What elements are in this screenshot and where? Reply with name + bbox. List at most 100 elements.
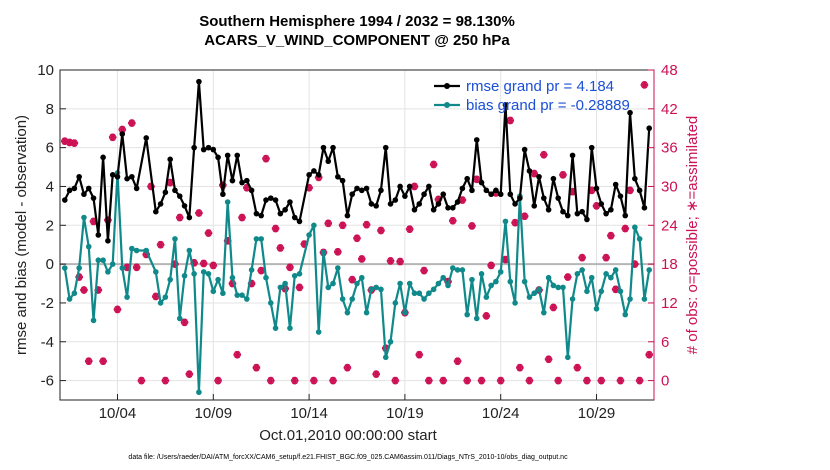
x-tick-label: 10/19 xyxy=(386,405,424,422)
rmse-point xyxy=(143,135,150,141)
bias-point xyxy=(157,300,164,306)
bias-point xyxy=(311,222,317,229)
rmse-point xyxy=(440,191,447,198)
rmse-point xyxy=(220,191,226,198)
rmse-point xyxy=(263,197,269,203)
obs-assimilated-marker xyxy=(137,376,146,385)
obs-assimilated-marker xyxy=(175,213,184,222)
rmse-point xyxy=(205,144,212,151)
rmse-point xyxy=(627,109,633,116)
rmse-point xyxy=(488,191,494,198)
obs-assimilated-marker xyxy=(257,266,265,275)
obs-assimilated-marker xyxy=(252,363,261,372)
bias-point xyxy=(459,267,466,273)
x-tick-label: 10/14 xyxy=(290,405,328,422)
bias-point xyxy=(464,311,470,318)
bias-point xyxy=(253,236,260,242)
bias-point xyxy=(344,309,351,316)
obs-assimilated-marker xyxy=(113,305,122,314)
y-right-tick-label: 12 xyxy=(661,295,678,312)
obs-assimilated-marker xyxy=(449,216,457,225)
obs-assimilated-marker xyxy=(597,376,606,385)
rmse-point xyxy=(61,197,68,203)
bias-point xyxy=(220,290,226,297)
obs-assimilated-marker xyxy=(530,169,539,178)
legend-rmse-marker xyxy=(444,83,450,89)
obs-assimilated-marker xyxy=(214,376,222,385)
bias-point xyxy=(287,325,293,331)
obs-assimilated-marker xyxy=(132,263,141,272)
bias-point xyxy=(502,218,509,225)
bias-point xyxy=(339,296,346,302)
rmse-point xyxy=(114,173,121,180)
bias-point xyxy=(354,280,360,287)
rmse-point xyxy=(172,187,178,194)
x-tick-label: 10/04 xyxy=(99,405,137,422)
bias-point xyxy=(76,265,82,271)
rmse-point xyxy=(358,187,365,194)
bias-point xyxy=(450,265,456,271)
obs-assimilated-marker xyxy=(472,175,481,184)
obs-assimilated-marker xyxy=(415,350,424,359)
rmse-point xyxy=(421,191,427,198)
bias-point xyxy=(186,247,193,254)
bias-point xyxy=(191,271,197,277)
obs-assimilated-marker xyxy=(238,213,246,222)
bias-point xyxy=(579,267,585,273)
obs-assimilated-marker xyxy=(324,219,333,228)
rmse-point xyxy=(445,205,451,211)
obs-assimilated-marker xyxy=(372,370,380,378)
y-tick-label: 2 xyxy=(46,217,54,234)
obs-assimilated-marker xyxy=(520,212,529,221)
bias-point xyxy=(612,267,619,273)
bias-point xyxy=(430,286,437,293)
bias-point xyxy=(196,389,202,396)
obs-assimilated-marker xyxy=(286,263,294,272)
rmse-point xyxy=(512,201,518,207)
bias-point xyxy=(210,288,217,295)
obs-assimilated-marker xyxy=(525,376,534,385)
rmse-point xyxy=(133,185,140,192)
obs-assimilated-marker xyxy=(233,350,242,359)
bias-point xyxy=(593,305,600,312)
bias-point xyxy=(267,300,274,306)
y-tick-label: -4 xyxy=(41,334,54,351)
y-right-axis-label: # of obs: o=possible; ∗=assimilated xyxy=(684,116,701,355)
bias-point xyxy=(541,309,547,316)
rmse-point xyxy=(502,102,509,108)
bias-point xyxy=(172,236,178,242)
rmse-point xyxy=(162,189,169,196)
rmse-point xyxy=(478,179,485,186)
bias-point xyxy=(550,282,557,289)
rmse-point xyxy=(105,238,111,244)
bias-point xyxy=(239,292,245,298)
bias-point xyxy=(124,294,130,300)
rmse-point xyxy=(555,195,561,201)
obs-assimilated-marker xyxy=(463,376,471,385)
rmse-point xyxy=(454,199,461,205)
bias-point xyxy=(445,282,451,289)
bias-point xyxy=(258,236,264,242)
rmse-point xyxy=(167,156,173,163)
obs-assimilated-marker xyxy=(487,261,495,270)
rmse-point xyxy=(253,210,260,217)
y-tick-label: 6 xyxy=(46,140,54,157)
bias-point xyxy=(560,284,566,291)
bias-point xyxy=(66,296,73,302)
bias-point xyxy=(507,278,514,285)
bias-point xyxy=(90,317,97,324)
rmse-point xyxy=(560,208,566,215)
rmse-point xyxy=(224,152,231,159)
bias-point xyxy=(521,278,528,285)
rmse-point xyxy=(81,191,87,198)
rmse-point xyxy=(296,218,303,225)
rmse-point xyxy=(258,212,264,219)
obs-assimilated-marker xyxy=(587,186,596,195)
rmse-point xyxy=(387,201,394,207)
obs-assimilated-marker xyxy=(195,209,203,217)
bias-point xyxy=(636,236,643,242)
bias-point xyxy=(569,296,576,302)
obs-assimilated-marker xyxy=(611,285,620,294)
bias-point xyxy=(320,249,327,256)
rmse-point xyxy=(574,210,581,217)
